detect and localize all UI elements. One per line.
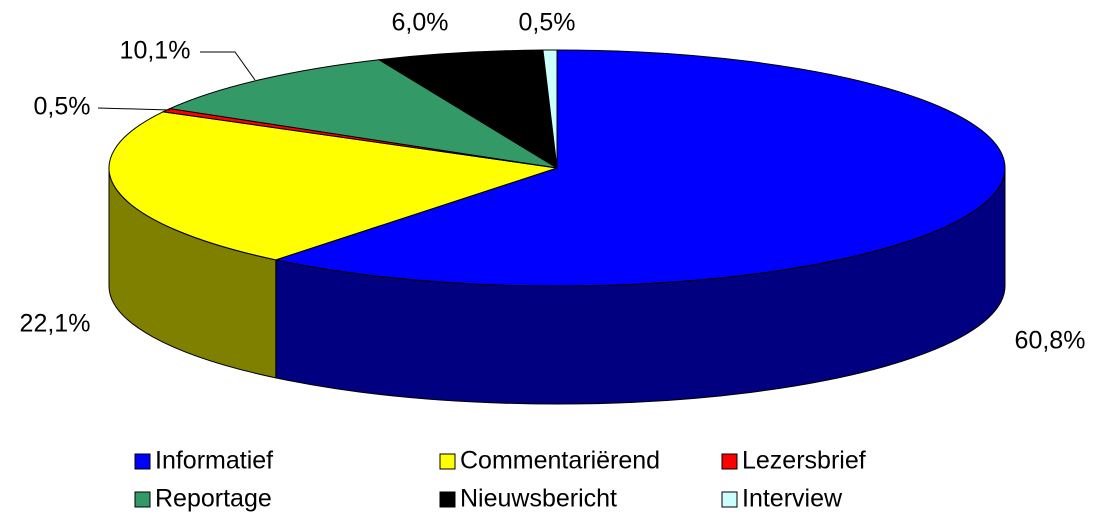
legend-swatch: [134, 491, 151, 508]
data-label: 60,8%: [1015, 327, 1086, 355]
legend-label: Lezersbrief: [742, 447, 866, 475]
legend-label: Nieuwsbericht: [460, 485, 617, 513]
legend-swatch: [439, 491, 456, 508]
data-label: 0,5%: [519, 9, 576, 37]
legend-swatch: [721, 491, 738, 508]
slice: [273, 49, 1006, 287]
data-label: 10,1%: [120, 37, 191, 65]
legend-label: Reportage: [155, 485, 272, 513]
legend-label: Commentariërend: [460, 447, 660, 475]
legend-swatch: [134, 453, 151, 470]
legend-label: Informatief: [155, 447, 273, 475]
slice: [168, 59, 558, 169]
data-label: 0,5%: [34, 93, 91, 121]
slice: [377, 49, 558, 169]
data-label: 22,1%: [20, 310, 91, 338]
legend-label: Interview: [742, 485, 843, 513]
legend-swatch: [439, 453, 456, 470]
leader-line: [200, 51, 256, 81]
slice: [108, 111, 558, 261]
data-label: 6,0%: [392, 9, 449, 37]
legend-swatch: [721, 453, 738, 470]
leader-line: [97, 107, 171, 111]
slice: [542, 49, 558, 169]
